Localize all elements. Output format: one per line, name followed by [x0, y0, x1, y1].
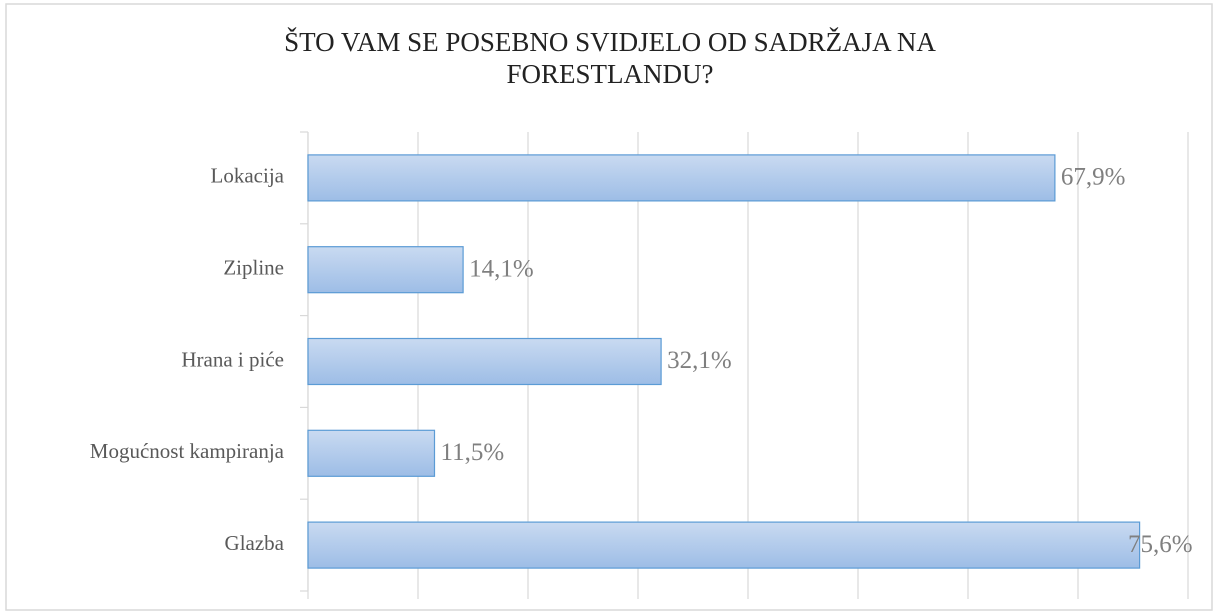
y-tick-label: Glazba: [225, 531, 285, 555]
data-label: 11,5%: [441, 439, 505, 466]
data-label: 32,1%: [667, 347, 732, 374]
bar: [307, 521, 1141, 569]
data-label: 75,6%: [1128, 531, 1193, 558]
bar: [307, 154, 1056, 202]
bar: [307, 246, 464, 294]
data-label: 67,9%: [1061, 164, 1126, 191]
y-tick-label: Hrana i piće: [181, 347, 284, 371]
chart-border: [5, 3, 1213, 611]
y-tick-label: Zipline: [223, 256, 284, 280]
y-tick-label: Mogućnost kampiranja: [90, 439, 285, 463]
data-label: 14,1%: [469, 255, 534, 282]
y-tick-label: Lokacija: [211, 164, 285, 188]
chart-title: ŠTO VAM SE POSEBNO SVIDJELO OD SADRŽAJA …: [284, 27, 936, 89]
bar: [307, 429, 436, 477]
bar: [307, 337, 662, 386]
